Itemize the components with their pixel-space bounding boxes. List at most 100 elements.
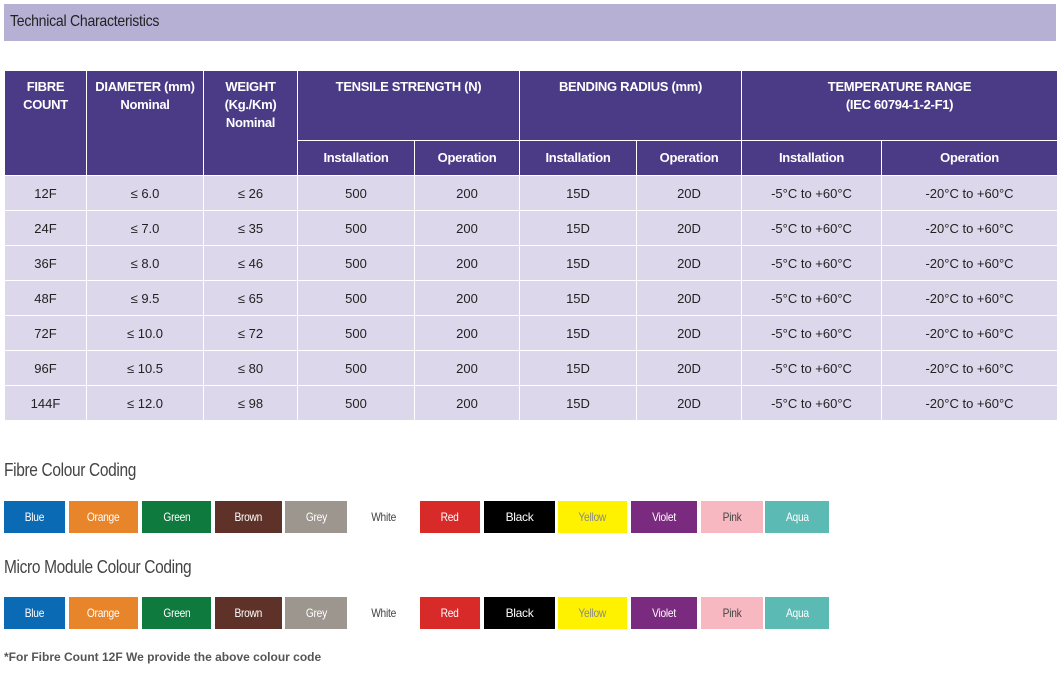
micro-module-colour-coding-title-text: Micro Module Colour Coding	[4, 557, 192, 577]
table-cell: ≤ 72	[203, 315, 298, 351]
table-header-line: Nominal	[225, 115, 276, 130]
fibre-colour-swatch-red: Red	[420, 501, 480, 533]
micro-module-colour-swatch-label: Orange	[87, 606, 120, 620]
micro-module-colour-swatch-yellow: Yellow	[558, 597, 627, 629]
table-cell: -5°C to +60°C	[741, 350, 883, 386]
table-header-line: (Kg./Km)	[224, 97, 277, 112]
fibre-colour-swatch-pink: Pink	[701, 501, 763, 533]
micro-module-colour-swatch-green: Green	[142, 597, 211, 629]
fibre-colour-swatch-label: Blue	[24, 510, 45, 524]
fibre-colour-swatch-brown: Brown	[215, 501, 282, 533]
table-header-cell: TEMPERATURE RANGE (IEC 60794-1-2-F1)	[741, 70, 1059, 141]
fibre-colour-swatch-label: Orange	[87, 510, 120, 524]
table-subheader-cell: Installation	[741, 140, 883, 176]
table-cell: ≤ 46	[203, 245, 298, 281]
table-cell: ≤ 10.0	[86, 315, 204, 351]
table-header-line: WEIGHT	[225, 79, 276, 94]
micro-module-colour-swatch-label: Black	[505, 606, 534, 620]
table-row: 96F ≤ 10.5 ≤ 80 500 200 15D 20D -5°C to +60°C -2…	[4, 350, 1059, 386]
fibre-colour-swatch-label: Pink	[722, 510, 742, 524]
table-cell: 24F	[4, 210, 87, 246]
table-cell: 500	[297, 315, 415, 351]
table-cell: -20°C to +60°C	[881, 350, 1059, 386]
fibre-colour-swatch-aqua: Aqua	[765, 501, 829, 533]
table-cell: ≤ 8.0	[86, 245, 204, 281]
table-cell: 200	[413, 280, 521, 316]
table-cell: 20D	[636, 245, 743, 281]
table-header-line: TEMPERATURE RANGE	[827, 79, 972, 94]
table-cell: 200	[413, 175, 521, 211]
table-header-cell: WEIGHT (Kg./Km) Nominal	[203, 70, 298, 176]
fibre-colour-swatch-label: Yellow	[578, 510, 607, 524]
fibre-colour-swatch-green: Green	[142, 501, 211, 533]
table-cell: 72F	[4, 315, 87, 351]
table-cell: 15D	[519, 385, 638, 421]
table-cell: 500	[297, 175, 415, 211]
table-subheader-cell: Installation	[297, 140, 415, 176]
table-row: 24F ≤ 7.0 ≤ 35 500 200 15D 20D -5°C to +60°C -20…	[4, 210, 1059, 246]
table-cell: ≤ 80	[203, 350, 298, 386]
micro-module-colour-swatch-label: Green	[162, 606, 191, 620]
table-cell: ≤ 10.5	[86, 350, 204, 386]
table-cell: 200	[413, 350, 521, 386]
table-row: 72F ≤ 10.0 ≤ 72 500 200 15D 20D -5°C to +60°C -2…	[4, 315, 1059, 351]
table-cell: -20°C to +60°C	[881, 245, 1059, 281]
micro-module-colour-swatch-violet: Violet	[631, 597, 697, 629]
table-cell: 48F	[4, 280, 87, 316]
table-cell: 15D	[519, 280, 638, 316]
table-header-line: TENSILE STRENGTH (N)	[335, 79, 482, 94]
micro-module-colour-swatch-pink: Pink	[701, 597, 763, 629]
micro-module-colour-swatch-white: White	[350, 597, 417, 629]
micro-module-colour-swatch-label: Brown	[234, 606, 263, 620]
fibre-colour-coding-title-text: Fibre Colour Coding	[4, 460, 136, 480]
table-cell: 36F	[4, 245, 87, 281]
table-cell: ≤ 6.0	[86, 175, 204, 211]
table-subheader-row: Installation Operation Installation Operati…	[5, 140, 1059, 176]
section-title: Technical Characteristics	[10, 13, 160, 30]
table-row: 36F ≤ 8.0 ≤ 46 500 200 15D 20D -5°C to +60°C -20…	[4, 245, 1059, 281]
table-cell: 500	[297, 350, 415, 386]
micro-module-colour-swatch-label: Red	[441, 606, 459, 620]
table-cell: 15D	[519, 350, 638, 386]
table-cell: 20D	[636, 280, 743, 316]
fibre-colour-swatch-white: White	[350, 501, 417, 533]
micro-module-colour-swatch-red: Red	[420, 597, 480, 629]
table-cell: ≤ 9.5	[86, 280, 204, 316]
table-cell: 15D	[519, 245, 638, 281]
fibre-colour-swatch-label: Grey	[305, 510, 327, 524]
fibre-colour-coding-title: Fibre Colour Coding	[4, 460, 157, 481]
table-cell: ≤ 7.0	[86, 210, 204, 246]
table-header-row: FIBRE COUNT DIAMETER (mm) Nominal WEIGHT (Kg.…	[4, 70, 1059, 176]
fibre-colour-swatch-grey: Grey	[285, 501, 347, 533]
table-header-cell: DIAMETER (mm) Nominal	[86, 70, 204, 176]
table-cell: 15D	[519, 210, 638, 246]
table-cell: -5°C to +60°C	[741, 280, 883, 316]
fibre-colour-swatch-orange: Orange	[69, 501, 138, 533]
micro-module-colour-swatch-orange: Orange	[69, 597, 138, 629]
table-cell: 200	[413, 210, 521, 246]
micro-module-colour-swatch-label: Yellow	[578, 606, 607, 620]
table-cell: 20D	[636, 210, 743, 246]
fibre-colour-swatch-label: Violet	[652, 510, 676, 524]
table-header-line: COUNT	[23, 97, 68, 112]
table-cell: 200	[413, 315, 521, 351]
table-cell: 200	[413, 385, 521, 421]
table-cell: 20D	[636, 350, 743, 386]
table-cell: -20°C to +60°C	[881, 385, 1059, 421]
table-cell: ≤ 26	[203, 175, 298, 211]
table-subheader-cell: Operation	[413, 140, 521, 176]
fibre-colour-swatch-blue: Blue	[4, 501, 65, 533]
footnote: *For Fibre Count 12F We provide the abov…	[4, 650, 322, 664]
micro-module-colour-swatch-grey: Grey	[285, 597, 347, 629]
table-cell: 500	[297, 385, 415, 421]
table-cell: 500	[297, 245, 415, 281]
table-header-cell: FIBRE COUNT	[4, 70, 87, 176]
table-cell: -5°C to +60°C	[741, 315, 883, 351]
section-title-bar: Technical Characteristics	[4, 4, 1056, 41]
table-header-line: DIAMETER (mm)	[95, 79, 195, 94]
table-row: 144F ≤ 12.0 ≤ 98 500 200 15D 20D -5°C to +60°C -…	[4, 385, 1059, 421]
table-cell: 144F	[4, 385, 87, 421]
table-row: 48F ≤ 9.5 ≤ 65 500 200 15D 20D -5°C to +60°C -20…	[4, 280, 1059, 316]
table-header-line: Nominal	[120, 97, 170, 112]
fibre-colour-swatch-label: Brown	[234, 510, 263, 524]
